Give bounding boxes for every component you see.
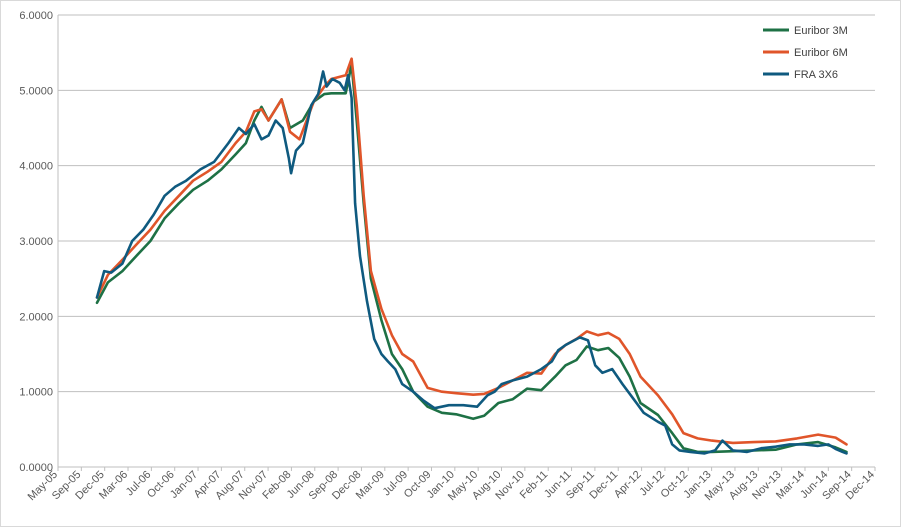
- y-tick-label: 0.0000: [19, 462, 53, 474]
- legend: Euribor 3M Euribor 6M FRA 3X6: [763, 25, 848, 81]
- legend-label: FRA 3X6: [794, 69, 838, 81]
- y-tick-label: 5.0000: [19, 85, 53, 97]
- y-tick-label: 4.0000: [19, 161, 53, 173]
- series-line-fra-3x6: [95, 70, 848, 455]
- series-lines: [95, 57, 848, 455]
- legend-label: Euribor 6M: [794, 47, 848, 59]
- axes: 0.0000 1.0000 2.0000 3.0000 4.0000 5.0000 6.00…: [19, 10, 877, 503]
- y-tick-label: 6.0000: [19, 10, 53, 22]
- legend-label: Euribor 3M: [794, 25, 848, 37]
- series-line-euribor-6m: [95, 57, 848, 446]
- gridlines: [58, 14, 875, 468]
- y-tick-label: 2.0000: [19, 311, 53, 323]
- y-tick-label: 3.0000: [19, 236, 53, 248]
- y-tick-label: 1.0000: [19, 387, 53, 399]
